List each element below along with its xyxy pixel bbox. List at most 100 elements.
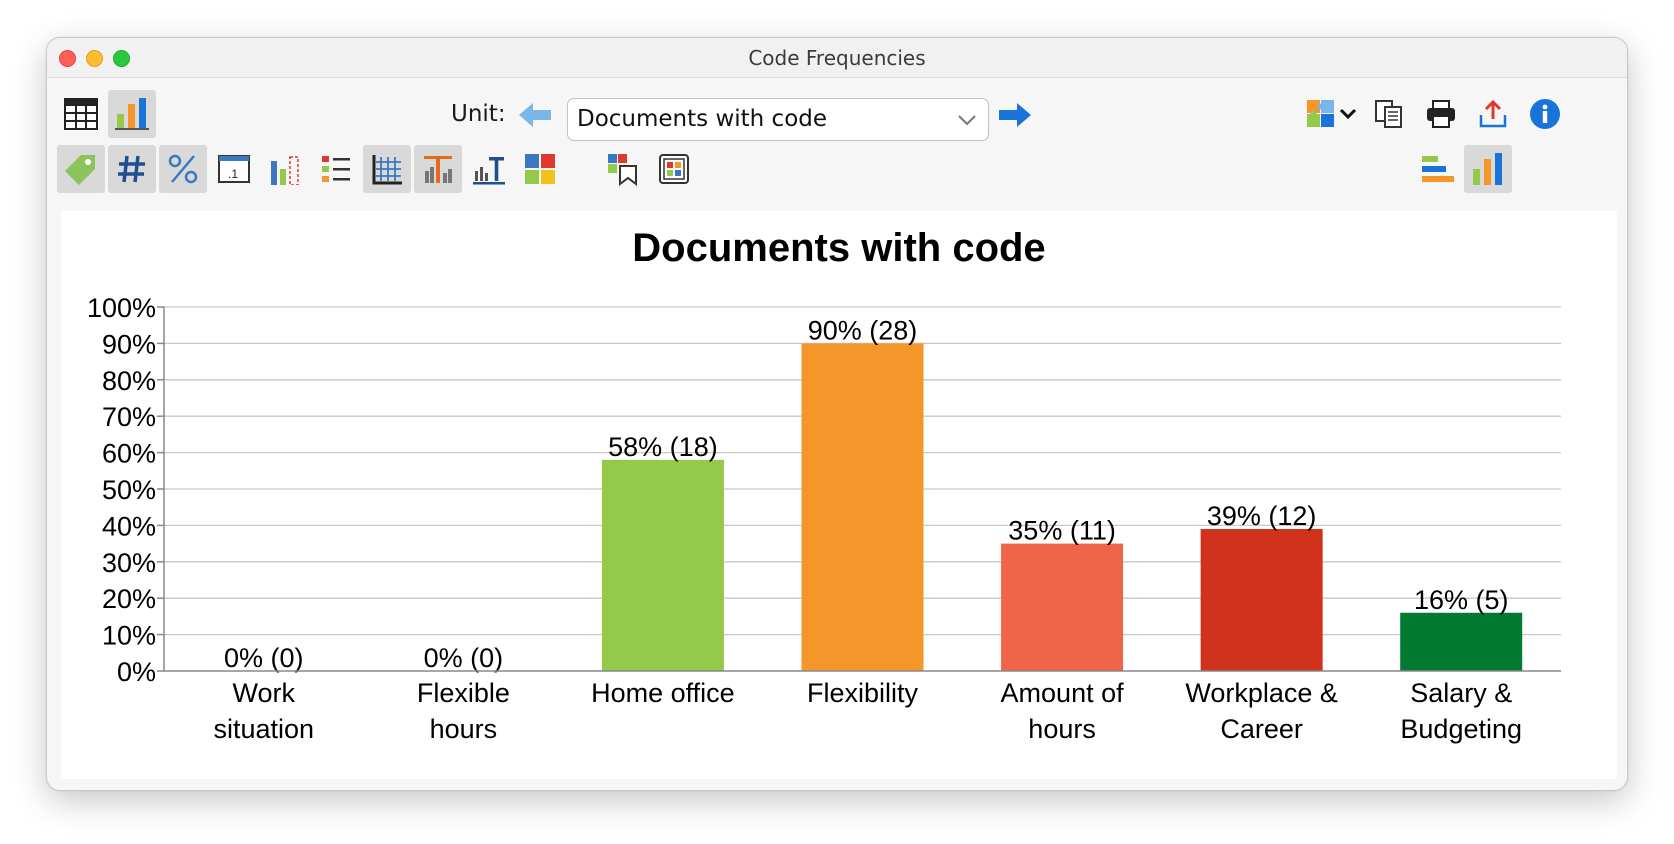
exclude-empty-button[interactable]: [261, 145, 309, 193]
data-label: 90% (28): [808, 315, 918, 345]
bar[interactable]: [1200, 529, 1323, 671]
maximize-window-button[interactable]: [113, 50, 130, 67]
code-frequencies-window: Code Frequencies Unit: Documents with co…: [46, 37, 1628, 791]
y-tick-label: 60%: [102, 439, 156, 469]
previous-unit-button[interactable]: [517, 101, 553, 134]
category-label: Amount of hours: [1001, 678, 1125, 744]
table-view-button[interactable]: [57, 90, 105, 138]
copy-button[interactable]: [1365, 90, 1413, 138]
category-label: Home office: [591, 678, 735, 708]
axis-text-icon: [473, 157, 505, 185]
y-tick-label: 10%: [102, 621, 156, 651]
decimal-places-button[interactable]: .1: [210, 145, 258, 193]
print-button[interactable]: [1417, 90, 1465, 138]
y-tick-label: 80%: [102, 366, 156, 396]
grid-icon: [372, 155, 402, 185]
svg-text:.1: .1: [228, 167, 238, 181]
bar[interactable]: [801, 343, 924, 671]
arrow-left-icon: [519, 103, 551, 127]
category-label-line: Work: [233, 678, 296, 708]
y-tick-label: 30%: [102, 548, 156, 578]
y-tick-label: 50%: [102, 475, 156, 505]
unit-select-value: Documents with code: [577, 106, 828, 132]
category-label-line: Flexible: [417, 678, 510, 708]
minimize-window-button[interactable]: [86, 50, 103, 67]
data-label: 58% (18): [608, 432, 718, 462]
bar-chart-icon: [115, 98, 149, 130]
gridlines-button[interactable]: [363, 145, 411, 193]
info-button[interactable]: [1521, 90, 1569, 138]
colors-button[interactable]: [516, 145, 564, 193]
bar-label-icon: [424, 156, 452, 183]
data-labels-button[interactable]: [414, 145, 462, 193]
y-tick-label: 70%: [102, 402, 156, 432]
new-matrix-button[interactable]: [650, 145, 698, 193]
y-tick-label: 20%: [102, 584, 156, 614]
data-label: 35% (11): [1008, 516, 1116, 546]
vertical-bar-icon: [1473, 153, 1502, 185]
bar[interactable]: [601, 459, 724, 671]
category-label: Flexible hours: [417, 678, 510, 744]
code-selection-button[interactable]: [1303, 90, 1359, 138]
category-label-line: Career: [1220, 714, 1303, 744]
close-window-button[interactable]: [59, 50, 76, 67]
tag-icon: [65, 155, 95, 185]
category-label: Workplace & Career: [1185, 678, 1338, 744]
unit-select[interactable]: Documents with code: [567, 98, 989, 141]
color-palette-icon: [525, 154, 555, 184]
data-label: 0% (0): [224, 643, 304, 673]
horizontal-bar-icon: [1422, 156, 1454, 182]
chart-title: Documents with code: [632, 226, 1045, 270]
category-label-line: situation: [213, 714, 314, 744]
activate-documents-button[interactable]: [599, 145, 647, 193]
category-label-line: hours: [1028, 714, 1096, 744]
legend-icon: [322, 156, 350, 182]
axis-labels-button[interactable]: [465, 145, 513, 193]
export-icon: [1479, 99, 1507, 128]
y-tick-label: 100%: [87, 293, 156, 323]
bar-chart: Documents with code 0% 10% 20% 30% 40% 50% 60%…: [87, 226, 1561, 744]
y-tick-label: 0%: [117, 657, 156, 687]
arrow-right-icon: [999, 103, 1031, 127]
data-label: 0% (0): [424, 643, 504, 673]
matrix-icon: [659, 154, 689, 184]
category-label: Salary & Budgeting: [1400, 678, 1522, 744]
export-button[interactable]: [1469, 90, 1517, 138]
chevron-down-icon: [958, 115, 976, 126]
vertical-bars-button[interactable]: [1464, 145, 1512, 193]
puzzle-icon: [1307, 100, 1357, 127]
data-label: 39% (12): [1207, 501, 1317, 531]
horizontal-bars-button[interactable]: [1413, 145, 1461, 193]
code-labels-button[interactable]: [57, 145, 105, 193]
category-label-line: hours: [430, 714, 498, 744]
title-bar: Code Frequencies: [47, 38, 1627, 78]
copy-icon: [1375, 100, 1402, 128]
table-icon: [64, 98, 98, 130]
legend-button[interactable]: [312, 145, 360, 193]
bar[interactable]: [1001, 543, 1124, 671]
chart-view-button[interactable]: [108, 90, 156, 138]
printer-icon: [1427, 100, 1455, 128]
data-label: 16% (5): [1414, 585, 1509, 615]
percent-icon: [168, 154, 198, 184]
info-icon: [1530, 99, 1560, 129]
category-label-line: Home office: [591, 678, 735, 708]
category-label-line: Workplace &: [1185, 678, 1338, 708]
next-unit-button[interactable]: [997, 101, 1033, 134]
bar[interactable]: [1400, 612, 1523, 671]
window-title: Code Frequencies: [748, 46, 926, 70]
bars-dashed-icon: [271, 156, 299, 185]
show-frequencies-button[interactable]: [108, 145, 156, 193]
activate-icon: [608, 154, 637, 186]
category-label-line: Flexibility: [807, 678, 919, 708]
category-label: Flexibility: [807, 678, 919, 708]
y-tick-label: 40%: [102, 511, 156, 541]
show-percentages-button[interactable]: [159, 145, 207, 193]
category-label: Work situation: [213, 678, 314, 744]
hash-icon: [118, 155, 145, 183]
category-label-line: Salary &: [1410, 678, 1512, 708]
unit-label: Unit:: [451, 101, 506, 127]
y-tick-label: 90%: [102, 329, 156, 359]
chart-area: Documents with code 0% 10% 20% 30% 40% 50% 60%…: [61, 211, 1617, 779]
decimal-icon: .1: [218, 155, 250, 183]
